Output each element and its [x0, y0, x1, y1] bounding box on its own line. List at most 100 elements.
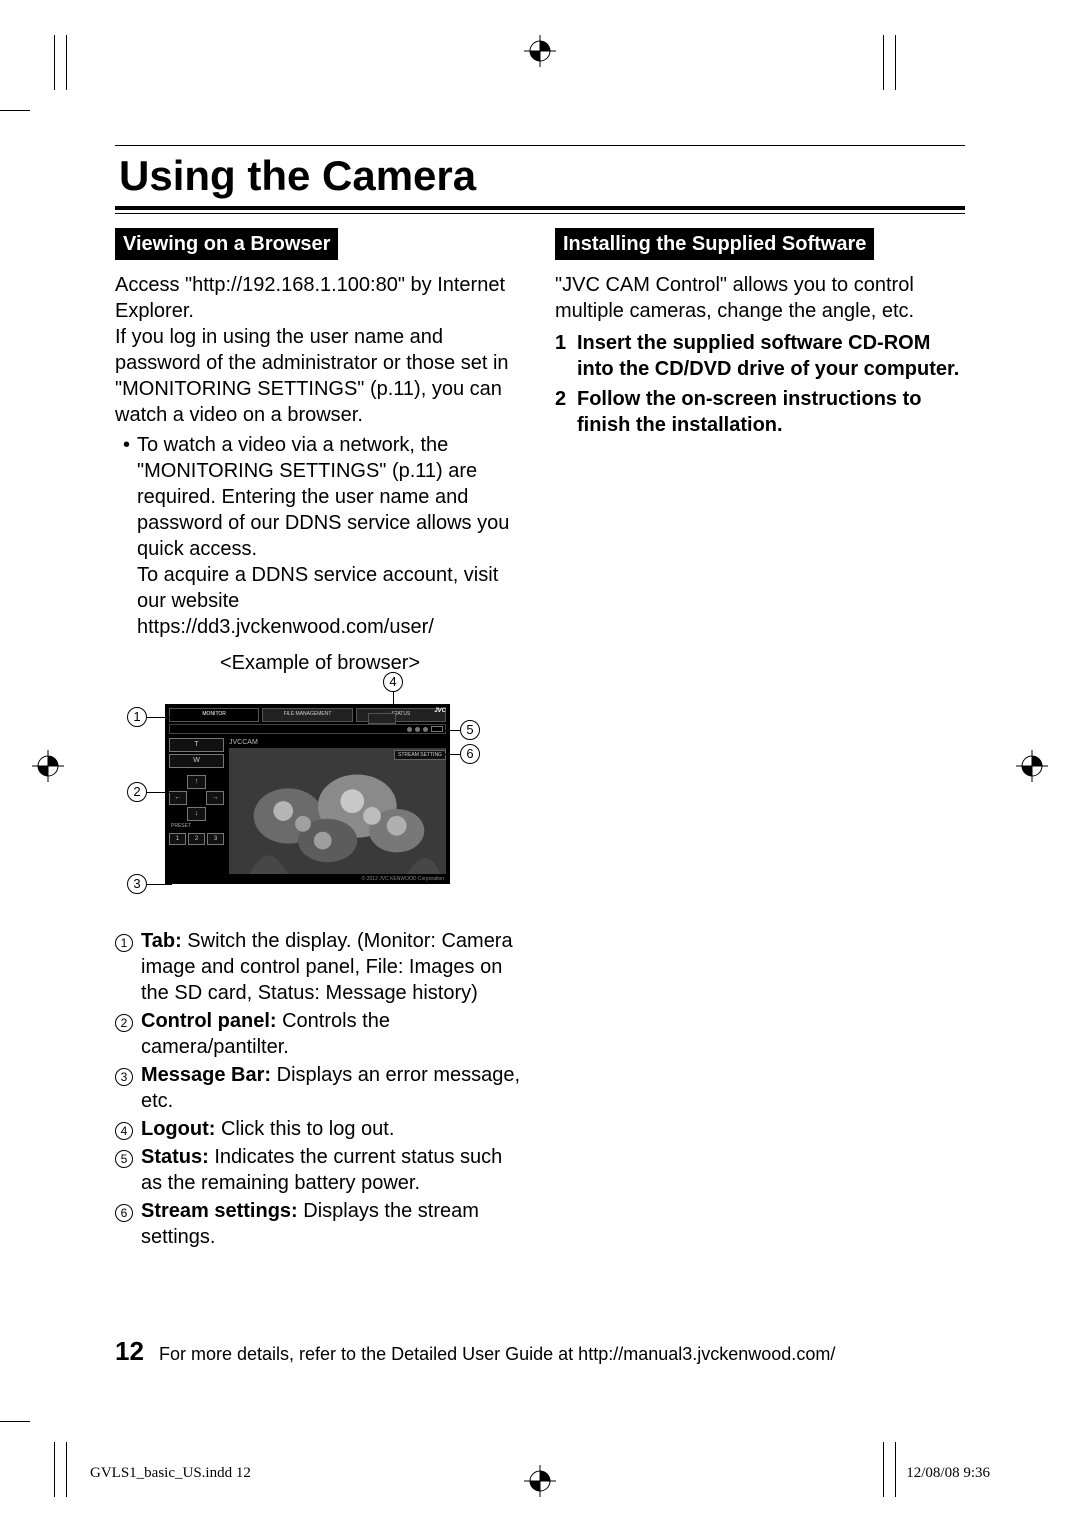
registration-mark-icon [522, 1463, 558, 1499]
callout-line [147, 884, 172, 885]
legend-label: Status: [141, 1146, 209, 1168]
crop-mark [883, 1442, 884, 1497]
section-heading: Viewing on a Browser [115, 228, 338, 260]
pan-up-button[interactable]: ↑ [187, 775, 205, 789]
paragraph: If you log in using the user name and pa… [115, 324, 525, 428]
numbered-list: 1 Insert the supplied software CD-ROM in… [555, 330, 965, 438]
browser-tab[interactable]: MONITOR [169, 708, 259, 722]
legend-number: 3 [115, 1068, 133, 1086]
browser-tab[interactable]: FILE MANAGEMENT [262, 708, 352, 722]
callout-number: 4 [383, 672, 403, 692]
status-bar [169, 724, 446, 734]
legend-label: Logout: [141, 1118, 215, 1140]
camera-name: JVCCAM [229, 738, 258, 747]
callout-line [445, 754, 460, 755]
list-item: 1 Insert the supplied software CD-ROM in… [555, 330, 965, 382]
control-panel: T W ↑ ← → ↓ PRESET 1 2 3 [169, 738, 224, 874]
bullet-text: To watch a video via a network, the "MON… [137, 432, 525, 640]
title-rule [115, 206, 965, 214]
bullet-dot: • [123, 432, 137, 640]
legend: 1 Tab: Switch the display. (Monitor: Cam… [115, 928, 525, 1250]
callout-number: 3 [127, 874, 147, 894]
preset-label: PRESET [169, 823, 224, 831]
callout-line [445, 730, 460, 731]
legend-text: Switch the display. (Monitor: Camera ima… [141, 930, 513, 1004]
callout-number: 6 [460, 744, 480, 764]
pan-right-button[interactable]: → [206, 791, 224, 805]
legend-label: Stream settings: [141, 1200, 298, 1222]
zoom-tele-button[interactable]: T [169, 738, 224, 752]
stream-settings-button[interactable]: STREAM SETTING [394, 750, 446, 760]
copyright-text: © 2012 JVC KENWOOD Corporation [362, 876, 444, 883]
example-caption: <Example of browser> [115, 650, 525, 676]
crop-mark [54, 1442, 55, 1497]
manual-page: Using the Camera Viewing on a Browser Ac… [0, 0, 1080, 1532]
browser-tabs: MONITOR FILE MANAGEMENT STATUS [169, 708, 446, 722]
legend-number: 4 [115, 1122, 133, 1140]
pan-left-button[interactable]: ← [169, 791, 187, 805]
callout-number: 5 [460, 720, 480, 740]
camera-image [229, 748, 446, 874]
paragraph: "JVC CAM Control" allows you to control … [555, 272, 965, 324]
page-number: 12 [115, 1336, 159, 1367]
page-title: Using the Camera [115, 146, 965, 206]
callout-number: 2 [127, 782, 147, 802]
slug-filename: GVLS1_basic_US.indd 12 [90, 1465, 251, 1482]
crop-mark [883, 35, 884, 90]
columns: Viewing on a Browser Access "http://192.… [115, 228, 965, 1252]
callout-line [147, 717, 172, 718]
jvc-logo: JVC [434, 708, 446, 716]
section-heading: Installing the Supplied Software [555, 228, 874, 260]
callout-line [147, 792, 172, 793]
browser-screenshot: MONITOR FILE MANAGEMENT STATUS JVC T W [165, 704, 450, 884]
paragraph: https://dd3.jvckenwood.com/user/ [137, 614, 525, 640]
legend-number: 2 [115, 1014, 133, 1032]
step-text: Insert the supplied software CD-ROM into… [577, 330, 965, 382]
logout-button[interactable] [368, 713, 396, 724]
crop-mark [0, 1421, 30, 1422]
preset-button[interactable]: 1 [169, 833, 186, 845]
legend-label: Message Bar: [141, 1064, 271, 1086]
page-content: Using the Camera Viewing on a Browser Ac… [115, 145, 965, 1322]
page-footer: 12 For more details, refer to the Detail… [115, 1336, 965, 1367]
step-number: 2 [555, 386, 577, 438]
crop-mark [54, 35, 55, 90]
preset-button[interactable]: 2 [188, 833, 205, 845]
footer-text: For more details, refer to the Detailed … [159, 1344, 835, 1365]
crop-mark [66, 35, 67, 90]
browser-diagram: 4 MONITOR FILE MANAGEMENT STATUS JVC [125, 682, 495, 912]
legend-item: 6 Stream settings: Displays the stream s… [115, 1198, 525, 1250]
legend-item: 4 Logout: Click this to log out. [115, 1116, 525, 1142]
legend-number: 5 [115, 1150, 133, 1168]
bullet-item: • To watch a video via a network, the "M… [123, 432, 525, 640]
legend-number: 6 [115, 1204, 133, 1222]
list-item: 2 Follow the on-screen instructions to f… [555, 386, 965, 438]
legend-label: Control panel: [141, 1010, 277, 1032]
crop-mark [895, 35, 896, 90]
crop-mark [895, 1442, 896, 1497]
left-column: Viewing on a Browser Access "http://192.… [115, 228, 525, 1252]
paragraph: To acquire a DDNS service account, visit… [137, 562, 525, 614]
crop-mark [66, 1442, 67, 1497]
legend-item: 3 Message Bar: Displays an error message… [115, 1062, 525, 1114]
paragraph: To watch a video via a network, the "MON… [137, 432, 525, 562]
paragraph: Access "http://192.168.1.100:80" by Inte… [115, 272, 525, 324]
step-text: Follow the on-screen instructions to fin… [577, 386, 965, 438]
slug-timestamp: 12/08/08 9:36 [906, 1465, 990, 1482]
registration-mark-icon [522, 33, 558, 69]
zoom-wide-button[interactable]: W [169, 754, 224, 768]
registration-mark-icon [1014, 748, 1050, 784]
legend-item: 1 Tab: Switch the display. (Monitor: Cam… [115, 928, 525, 1006]
registration-mark-icon [30, 748, 66, 784]
crop-mark [0, 110, 30, 111]
legend-number: 1 [115, 934, 133, 952]
pan-down-button[interactable]: ↓ [187, 807, 205, 821]
legend-item: 5 Status: Indicates the current status s… [115, 1144, 525, 1196]
callout-number: 1 [127, 707, 147, 727]
right-column: Installing the Supplied Software "JVC CA… [555, 228, 965, 1252]
legend-text: Click this to log out. [215, 1118, 394, 1140]
preset-button[interactable]: 3 [207, 833, 224, 845]
legend-item: 2 Control panel: Controls the camera/pan… [115, 1008, 525, 1060]
legend-label: Tab: [141, 930, 182, 952]
step-number: 1 [555, 330, 577, 382]
